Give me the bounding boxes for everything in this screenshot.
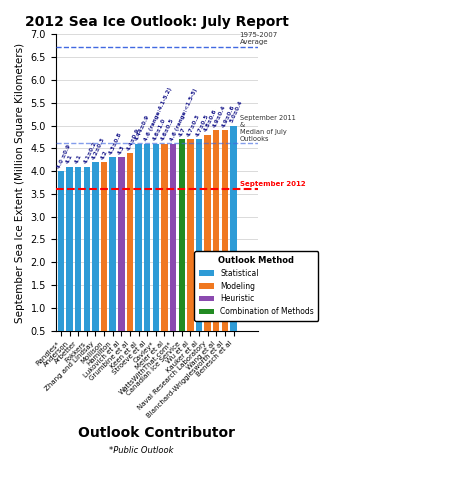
Text: 4.1: 4.1 — [65, 154, 74, 165]
Text: 4.7±0.3: 4.7±0.3 — [186, 113, 201, 137]
Text: 4.6±0.5: 4.6±0.5 — [160, 118, 175, 142]
Title: 2012 Sea Ice Outlook: July Report: 2012 Sea Ice Outlook: July Report — [25, 15, 289, 29]
Bar — [110, 158, 116, 354]
Text: 4.6 (range:4.1-5.2): 4.6 (range:4.1-5.2) — [143, 86, 172, 142]
Text: 4.7±0.5: 4.7±0.5 — [195, 113, 210, 137]
Text: 4.44±0.9: 4.44±0.9 — [134, 114, 151, 142]
Bar — [92, 162, 99, 354]
Bar — [196, 139, 202, 354]
Bar — [127, 153, 133, 354]
Text: 4.2: 4.2 — [100, 149, 109, 160]
Text: 1975-2007
Average: 1975-2007 Average — [240, 32, 278, 46]
Legend: Statistical, Modeling, Heuristic, Combination of Methods: Statistical, Modeling, Heuristic, Combin… — [194, 251, 319, 321]
Bar — [204, 135, 211, 354]
Text: 4.8±0.6: 4.8±0.6 — [204, 109, 218, 133]
Bar — [118, 158, 125, 354]
Text: 4.2±0.3: 4.2±0.3 — [91, 136, 106, 160]
Text: *Public Outlook: *Public Outlook — [109, 445, 173, 455]
Bar — [75, 167, 81, 354]
Text: September 2011
&
Median of July
Outlooks: September 2011 & Median of July Outlooks — [240, 115, 295, 142]
Text: 4.3: 4.3 — [117, 145, 126, 156]
Bar — [187, 139, 194, 354]
Bar — [222, 130, 228, 354]
Bar — [58, 171, 64, 354]
Text: 4.9±0.4: 4.9±0.4 — [212, 104, 227, 128]
Bar — [213, 130, 219, 354]
Bar — [161, 144, 168, 354]
Text: 5.0±0.4: 5.0±0.4 — [229, 100, 244, 124]
Text: 4.0 ±0.9: 4.0 ±0.9 — [57, 144, 72, 169]
Bar — [153, 144, 159, 354]
Bar — [101, 162, 107, 354]
Bar — [170, 144, 176, 354]
Text: September 2012: September 2012 — [240, 182, 305, 187]
Text: 4.9±0.6: 4.9±0.6 — [221, 104, 235, 128]
Bar — [84, 167, 90, 354]
Bar — [179, 139, 185, 354]
Text: 4.6 (range:<1.5-5): 4.6 (range:<1.5-5) — [169, 88, 198, 142]
Bar — [230, 125, 237, 354]
Bar — [66, 167, 73, 354]
Text: 4.3±0.8: 4.3±0.8 — [109, 132, 124, 156]
Text: 4.4±0.9: 4.4±0.9 — [126, 127, 141, 151]
Text: 4.6±1.0: 4.6±1.0 — [152, 118, 166, 142]
Y-axis label: September Sea Ice Extent (Million Square Kilometers): September Sea Ice Extent (Million Square… — [15, 43, 25, 322]
Text: 4.1: 4.1 — [74, 154, 83, 165]
X-axis label: Outlook Contributor: Outlook Contributor — [78, 426, 235, 440]
Text: 4.1±0.2: 4.1±0.2 — [83, 141, 97, 165]
Bar — [135, 144, 142, 354]
Bar — [144, 144, 150, 354]
Text: 4.7: 4.7 — [178, 126, 186, 137]
